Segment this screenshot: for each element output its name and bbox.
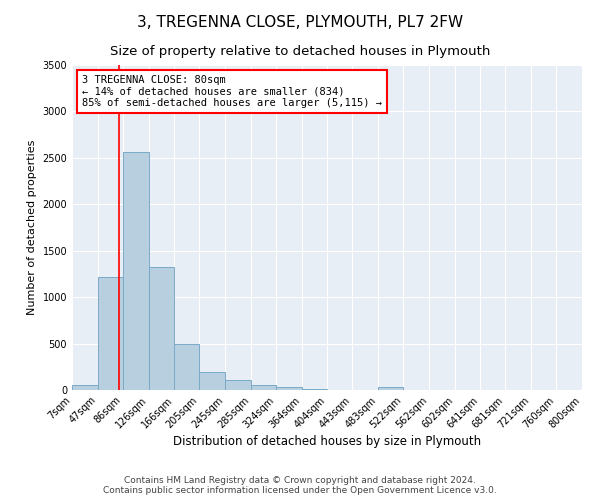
Text: 3, TREGENNA CLOSE, PLYMOUTH, PL7 2FW: 3, TREGENNA CLOSE, PLYMOUTH, PL7 2FW [137,15,463,30]
Text: 3 TREGENNA CLOSE: 80sqm
← 14% of detached houses are smaller (834)
85% of semi-d: 3 TREGENNA CLOSE: 80sqm ← 14% of detache… [82,74,382,108]
Bar [302,389,328,390]
Bar [123,152,149,390]
Y-axis label: Number of detached properties: Number of detached properties [27,140,37,315]
Bar [149,268,174,390]
Bar [72,386,98,390]
Bar [98,276,123,390]
Bar [251,386,276,390]
X-axis label: Distribution of detached houses by size in Plymouth: Distribution of detached houses by size … [173,436,481,448]
Bar [174,344,199,390]
Bar [276,387,302,390]
Bar [199,372,225,390]
Text: Contains HM Land Registry data © Crown copyright and database right 2024.
Contai: Contains HM Land Registry data © Crown c… [103,476,497,495]
Bar [225,380,251,390]
Text: Size of property relative to detached houses in Plymouth: Size of property relative to detached ho… [110,45,490,58]
Bar [378,387,403,390]
